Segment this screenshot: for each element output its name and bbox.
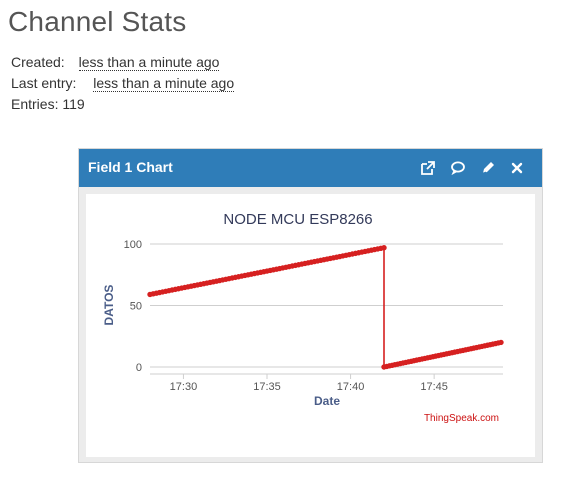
x-tick-label: 17:35	[253, 381, 281, 393]
created-row: Created: less than a minute ago	[11, 52, 234, 73]
x-tick-label: 17:45	[420, 381, 448, 393]
x-axis-ticks: 17:30 17:35 17:40 17:45	[170, 374, 448, 393]
page-title: Channel Stats	[8, 6, 187, 38]
last-entry-value: less than a minute ago	[93, 75, 234, 92]
x-tick-label: 17:40	[337, 381, 365, 393]
last-entry-row: Last entry: less than a minute ago	[11, 73, 234, 94]
close-icon[interactable]	[508, 159, 526, 177]
widget-title: Field 1 Chart	[88, 159, 173, 175]
y-tick-label: 0	[136, 362, 142, 374]
entries-row: Entries: 119	[11, 94, 234, 115]
widget-header: Field 1 Chart	[79, 149, 542, 187]
chart-credit[interactable]: ThingSpeak.com	[424, 413, 499, 424]
data-point[interactable]	[381, 245, 386, 250]
comment-icon[interactable]	[449, 159, 467, 177]
created-label: Created:	[11, 54, 65, 70]
entries-value: 119	[62, 96, 84, 112]
y-axis-ticks: 0 50 100	[124, 239, 142, 374]
y-axis-label: DATOS	[102, 285, 116, 326]
chart-title: NODE MCU ESP8266	[223, 211, 372, 228]
y-tick-label: 100	[124, 239, 142, 251]
data-series	[147, 245, 503, 370]
y-tick-label: 50	[130, 301, 142, 313]
data-point[interactable]	[498, 340, 503, 345]
chart-area: NODE MCU ESP8266 0 50 100 17:30 17:35 17:40 1…	[86, 194, 535, 457]
x-tick-label: 17:30	[170, 381, 198, 393]
chart-widget: Field 1 Chart NODE MCU	[78, 148, 543, 463]
channel-stats: Created: less than a minute ago Last ent…	[11, 52, 234, 115]
pencil-icon[interactable]	[479, 159, 497, 177]
series-line	[150, 248, 501, 367]
external-link-icon[interactable]	[419, 159, 437, 177]
created-value: less than a minute ago	[79, 54, 220, 71]
last-entry-label: Last entry:	[11, 75, 76, 91]
entries-label: Entries:	[11, 96, 58, 112]
x-axis-label: Date	[314, 394, 340, 408]
